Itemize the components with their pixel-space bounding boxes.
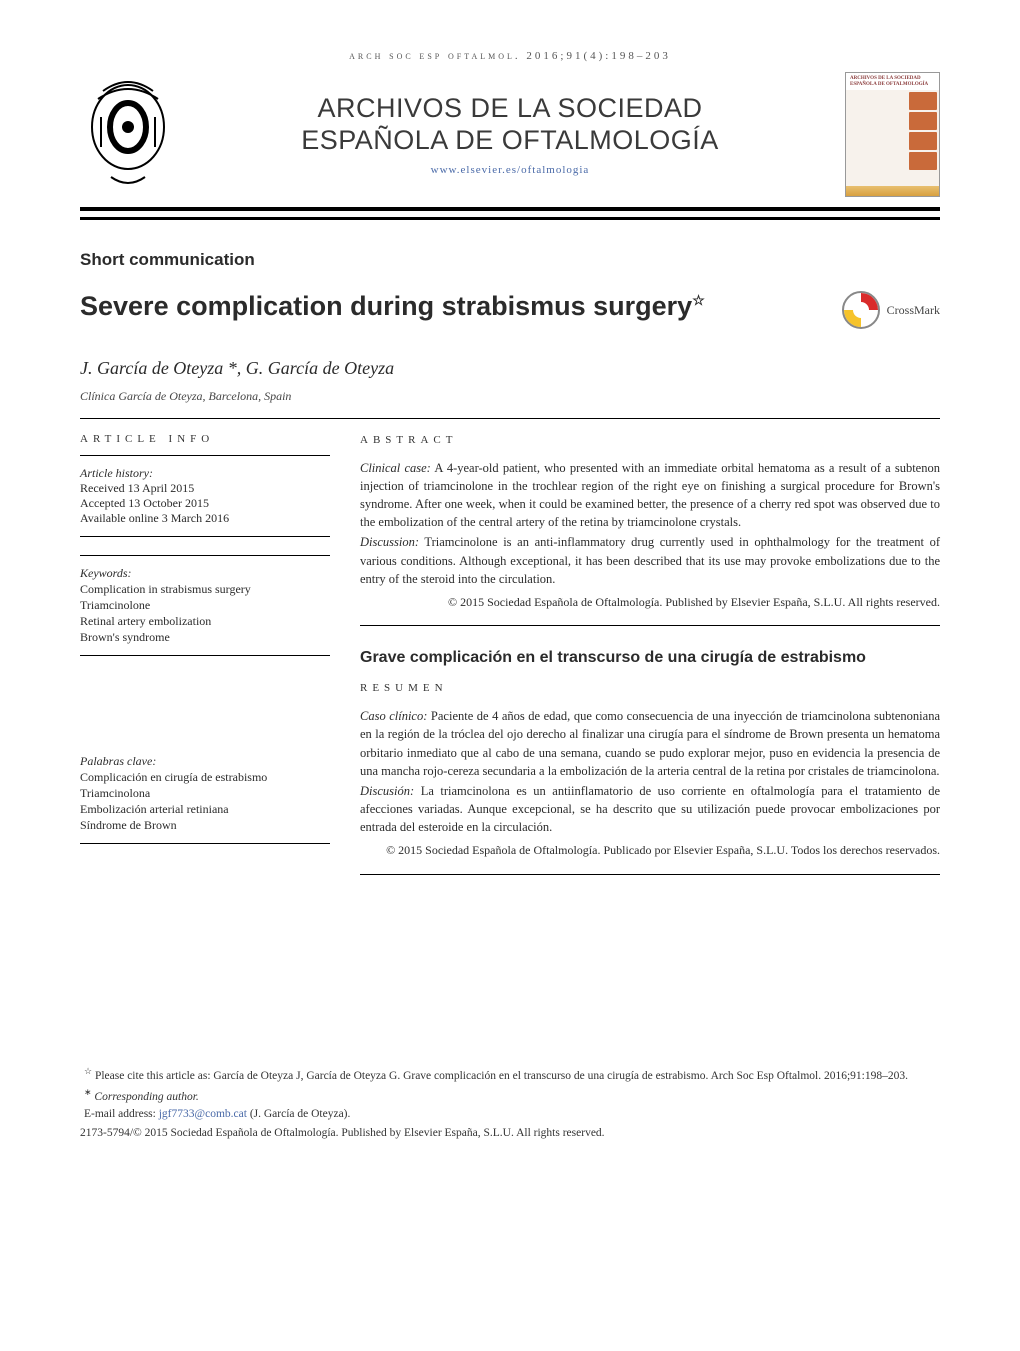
discusion-text: La triamcinolona es un antiinflamatorio … xyxy=(360,784,940,834)
running-head-prefix: arch soc esp oftalmol. xyxy=(349,50,526,62)
case-text: A 4-year-old patient, who presented with… xyxy=(360,461,940,529)
history-label: Article history: xyxy=(80,466,330,481)
keyword-item: Complicación en cirugía de estrabismo xyxy=(80,770,330,785)
keywords-es-label: Palabras clave: xyxy=(80,754,330,769)
article-history-block: Article history: Received 13 April 2015 … xyxy=(80,455,330,537)
title-footnote-star: ☆ xyxy=(692,292,705,308)
abstract-en-discussion: Discussion: Triamcinolone is an anti-inf… xyxy=(360,533,940,587)
cite-text: Please cite this article as: García de O… xyxy=(92,1069,908,1081)
journal-title-block: ARCHIVOS DE LA SOCIEDAD ESPAÑOLA DE OFTA… xyxy=(195,93,825,175)
history-online: Available online 3 March 2016 xyxy=(80,511,330,526)
keywords-en-label: Keywords: xyxy=(80,566,330,581)
crossmark-label: CrossMark xyxy=(887,303,940,318)
email-suffix: (J. García de Oteyza). xyxy=(247,1108,350,1120)
affiliation: Clínica García de Oteyza, Barcelona, Spa… xyxy=(80,389,940,404)
title-row: Severe complication during strabismus su… xyxy=(80,290,940,330)
abstract-heading: abstract xyxy=(360,433,940,449)
discussion-label: Discussion: xyxy=(360,535,419,549)
footnotes: ☆ Please cite this article as: García de… xyxy=(80,1065,940,1141)
keyword-item: Triamcinolone xyxy=(80,598,330,613)
cover-img-placeholder xyxy=(909,92,937,110)
section-label: Short communication xyxy=(80,250,940,270)
journal-title-line1: ARCHIVOS DE LA SOCIEDAD xyxy=(301,93,719,124)
cover-img-placeholder xyxy=(909,112,937,130)
email-footnote: E-mail address: jgf7733@comb.cat (J. Gar… xyxy=(80,1106,940,1122)
corresponding-author-footnote: ∗ Corresponding author. xyxy=(80,1086,940,1105)
journal-url-link[interactable]: www.elsevier.es/oftalmologia xyxy=(431,164,590,176)
keywords-en-block: Keywords: Complication in strabismus sur… xyxy=(80,555,330,656)
keyword-item: Complication in strabismus surgery xyxy=(80,582,330,597)
cover-head: ARCHIVOS DE LA SOCIEDAD ESPAÑOLA DE OFTA… xyxy=(846,73,939,90)
spacer xyxy=(80,674,330,744)
copyright-es: © 2015 Sociedad Española de Oftalmología… xyxy=(360,842,940,859)
meta-column: article info Article history: Received 1… xyxy=(80,433,330,895)
spanish-title: Grave complicación en el transcurso de u… xyxy=(360,646,940,669)
cite-star: ☆ xyxy=(84,1066,92,1076)
article-title-text: Severe complication during strabismus su… xyxy=(80,291,692,321)
abstract-en-block: Clinical case: A 4-year-old patient, who… xyxy=(360,459,940,626)
corr-mark: ∗ xyxy=(84,1087,92,1097)
journal-title-line2: ESPAÑOLA DE OFTALMOLOGÍA xyxy=(301,125,719,156)
email-label: E-mail address: xyxy=(84,1108,159,1120)
keyword-item: Triamcinolona xyxy=(80,786,330,801)
crossmark-badge[interactable]: CrossMark xyxy=(841,290,940,330)
discusion-label: Discusión: xyxy=(360,784,414,798)
copyright-en: © 2015 Sociedad Española de Oftalmología… xyxy=(360,594,940,611)
history-accepted: Accepted 13 October 2015 xyxy=(80,496,330,511)
abstract-es-block: Caso clínico: Paciente de 4 años de edad… xyxy=(360,707,940,874)
journal-title: ARCHIVOS DE LA SOCIEDAD ESPAÑOLA DE OFTA… xyxy=(301,93,719,155)
corr-text: Corresponding author. xyxy=(92,1090,199,1102)
keyword-item: Brown's syndrome xyxy=(80,630,330,645)
keyword-item: Síndrome de Brown xyxy=(80,818,330,833)
cover-foot-placeholder xyxy=(846,186,939,196)
keywords-es-block: Palabras clave: Complicación en cirugía … xyxy=(80,744,330,844)
cover-img-placeholder xyxy=(909,152,937,170)
email-link[interactable]: jgf7733@comb.cat xyxy=(159,1108,247,1120)
two-column-layout: article info Article history: Received 1… xyxy=(80,433,940,895)
abstract-column: abstract Clinical case: A 4-year-old pat… xyxy=(360,433,940,895)
abstract-en-case: Clinical case: A 4-year-old patient, who… xyxy=(360,459,940,532)
discussion-text: Triamcinolone is an anti-inflammatory dr… xyxy=(360,535,940,585)
article-info-heading: article info xyxy=(80,433,330,445)
cover-img-placeholder xyxy=(909,132,937,150)
article-title: Severe complication during strabismus su… xyxy=(80,290,705,322)
divider xyxy=(80,418,940,419)
running-head-citation: 2016;91(4):198–203 xyxy=(526,50,670,62)
running-head: arch soc esp oftalmol. 2016;91(4):198–20… xyxy=(80,50,940,62)
authors: J. García de Oteyza *, G. García de Otey… xyxy=(80,358,940,379)
cover-toc-placeholder xyxy=(848,92,907,184)
journal-header: ARCHIVOS DE LA SOCIEDAD ESPAÑOLA DE OFTA… xyxy=(80,72,940,211)
caso-text: Paciente de 4 años de edad, que como con… xyxy=(360,709,940,777)
issn-line: 2173-5794/© 2015 Sociedad Española de Of… xyxy=(80,1125,940,1141)
caso-label: Caso clínico: xyxy=(360,709,427,723)
society-logo xyxy=(80,75,175,195)
history-received: Received 13 April 2015 xyxy=(80,481,330,496)
citation-footnote: ☆ Please cite this article as: García de… xyxy=(80,1065,940,1084)
keyword-item: Embolización arterial retiniana xyxy=(80,802,330,817)
crossmark-icon xyxy=(841,290,881,330)
header-rule xyxy=(80,217,940,220)
keyword-item: Retinal artery embolization xyxy=(80,614,330,629)
abstract-es-case: Caso clínico: Paciente de 4 años de edad… xyxy=(360,707,940,780)
resumen-heading: resumen xyxy=(360,681,940,697)
journal-cover-thumbnail: ARCHIVOS DE LA SOCIEDAD ESPAÑOLA DE OFTA… xyxy=(845,72,940,197)
abstract-es-discussion: Discusión: La triamcinolona es un antiin… xyxy=(360,782,940,836)
case-label: Clinical case: xyxy=(360,461,431,475)
